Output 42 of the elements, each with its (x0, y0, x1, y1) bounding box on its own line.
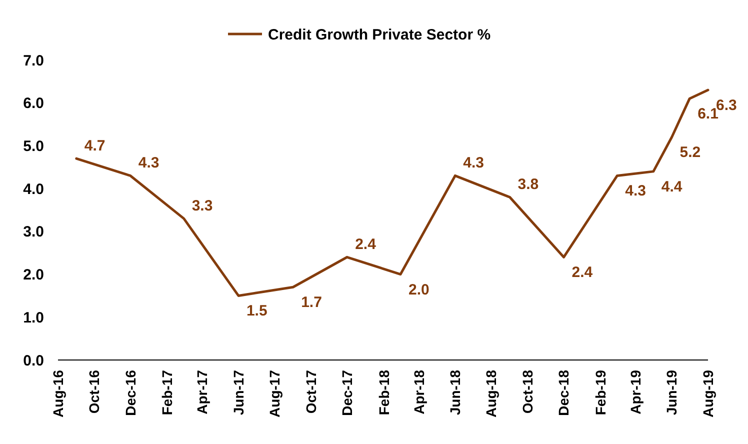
x-tick-label: Feb-18 (376, 370, 392, 416)
text: 5.2 (680, 144, 701, 162)
x-tick-label: Dec-16 (122, 370, 138, 416)
x-tick-label: Oct-17 (302, 370, 319, 414)
x-tick-label: Jun-19 (664, 370, 680, 416)
x-tick-label: Aug-17 (266, 370, 283, 418)
text: 4.3 (625, 182, 646, 200)
legend-label: Credit Growth Private Sector % (268, 26, 491, 44)
x-tick-label: Aug-16 (50, 370, 66, 418)
y-tick-label: 1.0 (23, 309, 44, 326)
y-tick-label: 3.0 (23, 224, 44, 241)
x-tick-label: Feb-17 (159, 370, 176, 416)
x-tick-label: Dec-18 (556, 370, 572, 416)
x-tick-label: Apr-19 (627, 370, 644, 414)
x-tick-label: Aug-19 (700, 370, 716, 418)
y-tick-label: 6.0 (23, 95, 44, 112)
x-tick-label: Feb-19 (592, 370, 608, 416)
x-tick-label: Oct-18 (519, 370, 536, 414)
text: 6.3 (716, 97, 737, 114)
x-tick-label: Jun-18 (447, 370, 464, 416)
y-tick-label: 2.0 (23, 266, 44, 284)
text: 4.4 (661, 178, 682, 196)
x-tick-label: Oct-16 (86, 370, 102, 414)
x-tick-label: Dec-17 (338, 370, 355, 416)
y-tick-label: 4.0 (23, 180, 44, 198)
text: 1.7 (301, 294, 322, 312)
text: 3.8 (518, 176, 539, 194)
x-tick-label: Apr-17 (194, 370, 210, 414)
y-tick-label: 5.0 (23, 138, 44, 155)
x-tick-label: Jun-17 (230, 370, 246, 416)
text: 2.4 (572, 264, 593, 282)
x-tick-label: Aug-18 (483, 370, 500, 418)
y-tick-label: 0.0 (23, 352, 44, 370)
y-tick-label: 7.0 (23, 52, 44, 70)
text: 4.3 (138, 154, 160, 172)
text: 4.3 (463, 154, 484, 172)
x-tick-label: Apr-18 (410, 370, 427, 414)
text: 2.0 (408, 281, 430, 298)
text: 3.3 (192, 198, 213, 215)
text: 2.4 (355, 236, 376, 254)
text: 4.7 (84, 138, 106, 155)
text: 1.5 (246, 302, 268, 320)
